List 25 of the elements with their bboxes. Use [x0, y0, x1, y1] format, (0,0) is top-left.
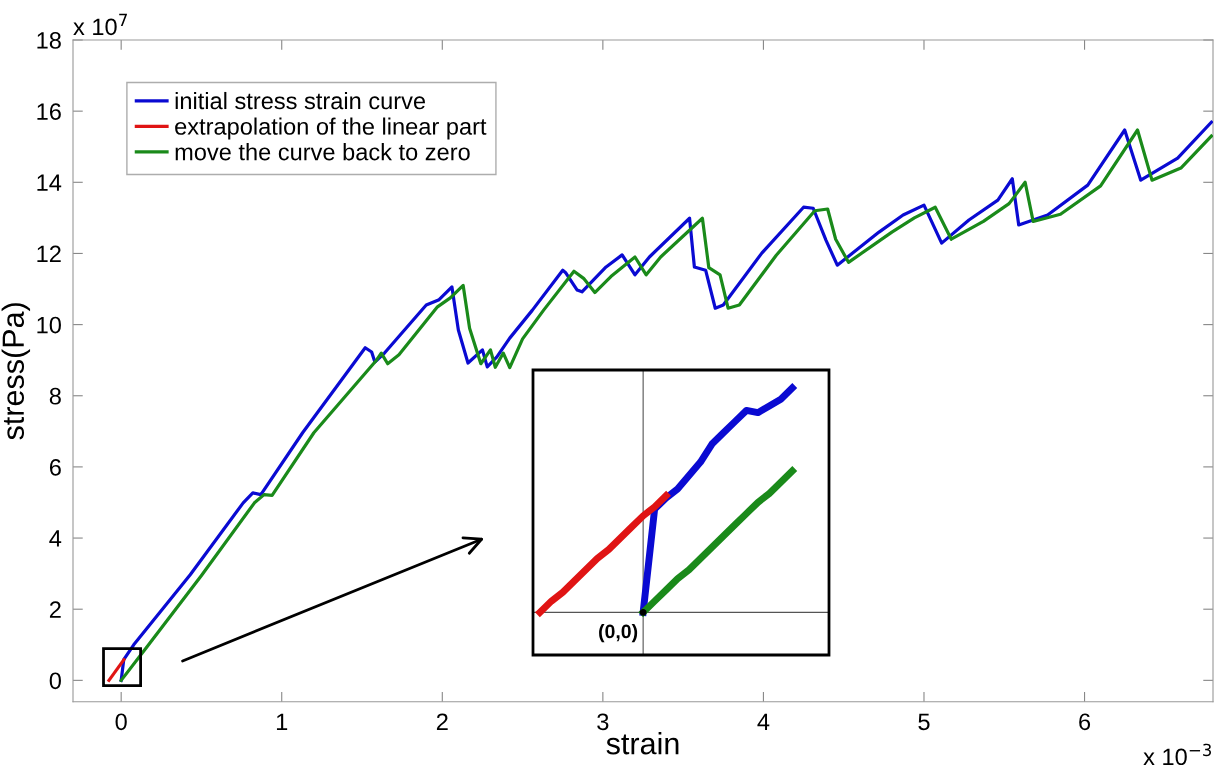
legend-label: extrapolation of the linear part: [175, 117, 487, 140]
y-tick-label: 16: [37, 103, 61, 120]
legend-label: initial stress strain curve: [175, 91, 425, 110]
legend-label: move the curve back to zero: [175, 143, 470, 161]
x-tick-label: 0: [115, 713, 127, 731]
y-tick-label: 6: [49, 458, 61, 476]
x-axis-title: strain: [606, 732, 679, 755]
annotation: (0,0): [599, 624, 638, 643]
y-tick-label: 12: [37, 245, 61, 263]
y-tick-label: 14: [37, 174, 62, 191]
x-tick-label: 5: [918, 713, 930, 731]
text: x 10$^{−3}$: [1143, 743, 1211, 765]
x-tick-label: 4: [757, 713, 770, 730]
text: x 10$^{7}$: [73, 13, 127, 36]
y-tick-label: 4: [49, 530, 62, 547]
y-tick-label: 18: [37, 32, 61, 49]
x-tick-label: 6: [1079, 713, 1091, 731]
x-tick-label: 3: [597, 713, 609, 731]
x-tick-label: 1: [276, 713, 288, 730]
x-tick-label: 2: [436, 713, 448, 730]
y-tick-label: 10: [37, 316, 61, 334]
y-axis-title: stress(Pa): [1, 303, 31, 440]
y-tick-label: 2: [49, 601, 61, 618]
y-tick-label: 8: [49, 387, 61, 405]
y-tick-label: 0: [49, 672, 61, 690]
